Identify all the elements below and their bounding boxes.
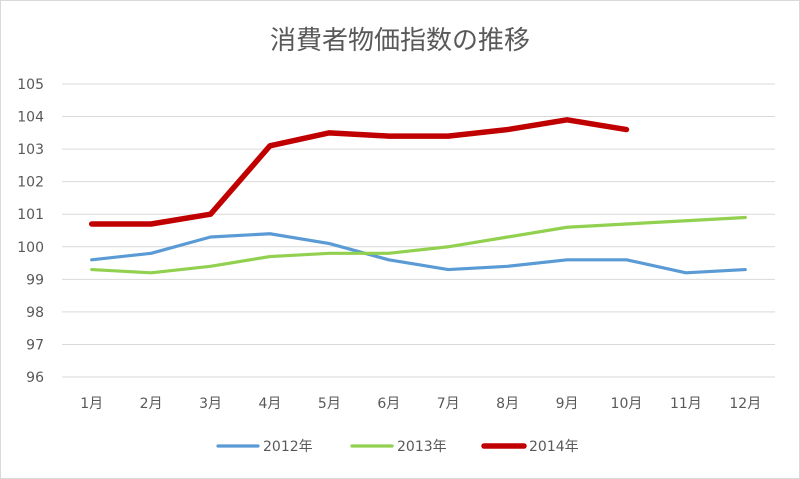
legend-label: 2014年 xyxy=(529,439,579,455)
legend-label: 2012年 xyxy=(263,439,313,455)
y-tick-label: 98 xyxy=(26,305,44,321)
y-tick-label: 105 xyxy=(17,77,44,93)
legend-item-3: 2014年 xyxy=(481,439,579,455)
x-axis-ticks: 1月 2月 3月 4月 5月 6月 7月 8月 9月 10月 11月 12月 xyxy=(80,396,761,412)
x-tick-label: 7月 xyxy=(437,396,460,412)
y-axis-ticks: 96 97 98 99 100 101 102 103 104 105 xyxy=(17,77,44,386)
legend-item-2: 2013年 xyxy=(350,439,447,455)
y-tick-label: 97 xyxy=(26,337,44,353)
y-tick-label: 104 xyxy=(17,110,44,126)
y-tick-label: 103 xyxy=(17,142,44,158)
gridlines xyxy=(62,83,775,378)
x-tick-label: 12月 xyxy=(729,396,761,412)
x-tick-label: 4月 xyxy=(258,396,281,412)
legend-label: 2013年 xyxy=(397,439,447,455)
x-tick-label: 10月 xyxy=(611,396,643,412)
y-tick-label: 102 xyxy=(17,175,44,191)
series-lines xyxy=(88,117,747,275)
x-tick-label: 6月 xyxy=(377,396,400,412)
x-tick-label: 1月 xyxy=(80,396,103,412)
y-tick-label: 99 xyxy=(26,272,44,288)
y-tick-label: 101 xyxy=(17,207,44,223)
x-tick-label: 5月 xyxy=(318,396,341,412)
series-line-3 xyxy=(88,117,630,227)
y-tick-label: 100 xyxy=(17,240,44,256)
chart-title: 消費者物価指数の推移 xyxy=(269,26,530,56)
legend-item-1: 2012年 xyxy=(216,439,313,455)
y-tick-label: 96 xyxy=(26,370,44,386)
series-line-1 xyxy=(90,232,747,275)
x-tick-label: 3月 xyxy=(199,396,222,412)
x-tick-label: 8月 xyxy=(496,396,519,412)
legend: 2012年 2013年 2014年 xyxy=(216,439,579,455)
x-tick-label: 9月 xyxy=(556,396,579,412)
series-line-2 xyxy=(90,215,747,275)
x-tick-label: 2月 xyxy=(140,396,163,412)
x-tick-label: 11月 xyxy=(670,396,702,412)
